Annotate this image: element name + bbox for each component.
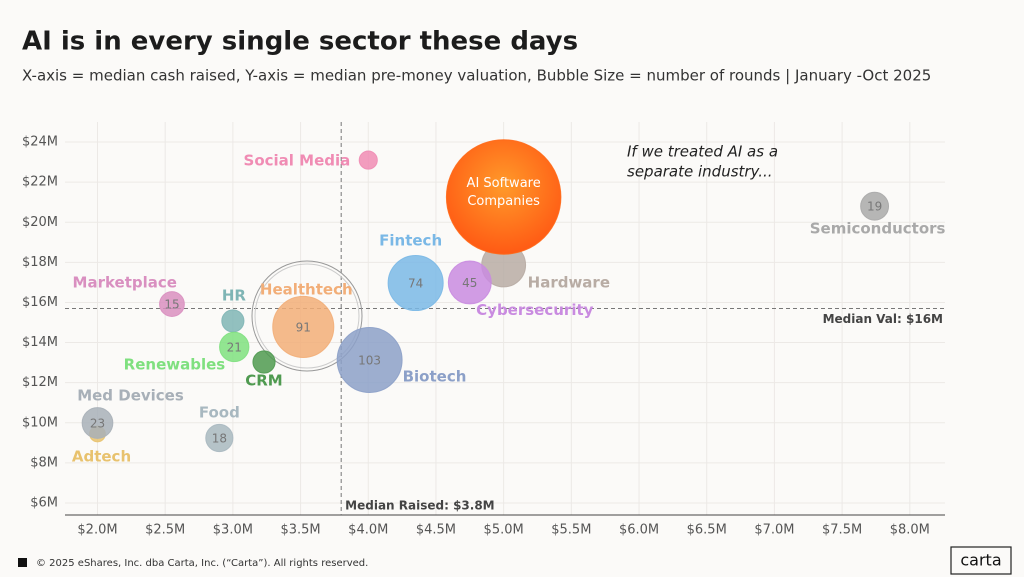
bubble-count: 74 bbox=[408, 277, 423, 291]
y-tick-label: $18M bbox=[22, 255, 58, 270]
bubble bbox=[219, 331, 250, 363]
bubble-label: CRM bbox=[245, 372, 283, 390]
bubble-label: Hardware bbox=[528, 273, 610, 291]
x-tick-label: $7.5M bbox=[822, 523, 862, 538]
x-tick-label: $6.0M bbox=[619, 523, 659, 538]
annotation: separate industry... bbox=[627, 163, 773, 181]
y-tick-label: $24M bbox=[22, 135, 58, 150]
bubble-label: AI Software Companies bbox=[466, 175, 541, 209]
title: AI is in every single sector these days bbox=[22, 27, 578, 57]
x-tick-label: $2.5M bbox=[145, 523, 185, 538]
logo: carta bbox=[960, 551, 1001, 570]
bubble-label: Adtech bbox=[72, 447, 131, 465]
subtitle: X-axis = median cash raised, Y-axis = me… bbox=[22, 67, 931, 85]
bubble bbox=[221, 309, 245, 333]
annotation: If we treated AI as a bbox=[627, 143, 778, 161]
ghost-outline bbox=[254, 263, 360, 369]
x-tick-label: $5.5M bbox=[551, 523, 591, 538]
bubbles: Social Media Hardware 19 Semiconductors 74 Fi… bbox=[72, 139, 946, 465]
bubble bbox=[336, 327, 403, 393]
bubble-label: Healthtech bbox=[260, 280, 353, 298]
y-tick-label: $14M bbox=[22, 335, 58, 350]
x-tick-label: $2.0M bbox=[77, 523, 117, 538]
footer: © 2025 eShares, Inc. dba Carta, Inc. (“C… bbox=[36, 558, 368, 569]
bubble-count: 23 bbox=[90, 416, 105, 430]
y-tick-label: $8M bbox=[30, 455, 58, 470]
bubble-count: 19 bbox=[867, 200, 882, 214]
y-tick-label: $12M bbox=[22, 375, 58, 390]
bubble-label: Cybersecurity bbox=[476, 301, 593, 319]
ghost-outline bbox=[251, 260, 363, 372]
x-tick-label: $6.5M bbox=[687, 523, 727, 538]
logo-box bbox=[950, 546, 1012, 575]
bubble-count: 91 bbox=[296, 320, 311, 334]
bubble bbox=[252, 350, 276, 374]
bubble-label: Med Devices bbox=[77, 386, 184, 404]
x-tick-label: $7.0M bbox=[754, 523, 794, 538]
bubble-count: 18 bbox=[212, 432, 227, 446]
bubble bbox=[447, 260, 492, 305]
bubble-label: Marketplace bbox=[73, 274, 177, 292]
y-tick-label: $22M bbox=[22, 175, 58, 190]
bubble-label: AI Software Companies bbox=[466, 175, 541, 209]
y-tick-label: $6M bbox=[30, 495, 58, 510]
bubble-count: 21 bbox=[227, 340, 242, 354]
bubble-count: 15 bbox=[164, 298, 179, 312]
bubble-label: Fintech bbox=[379, 232, 442, 250]
bubble-label: HR bbox=[222, 286, 247, 304]
bubble bbox=[272, 295, 335, 358]
x-tick-label: $3.0M bbox=[213, 523, 253, 538]
bubble-label: Semiconductors bbox=[810, 220, 946, 238]
x-tick-label: $5.0M bbox=[484, 523, 524, 538]
bubble-label: Food bbox=[199, 404, 240, 422]
x-tick-label: $8.0M bbox=[890, 523, 930, 538]
grid: $2.0M $2.5M $3.0M $3.5M $4.0M $4.5M $5.0M $5.5M… bbox=[22, 122, 945, 538]
footer-icon bbox=[18, 558, 27, 567]
bubble-label: Renewables bbox=[124, 355, 226, 373]
bubble bbox=[860, 191, 890, 221]
bubble-label: Social Media bbox=[244, 152, 351, 170]
bubble-count: 45 bbox=[462, 276, 477, 290]
bubble-count: 103 bbox=[358, 354, 381, 368]
bubble bbox=[445, 139, 562, 255]
median-label: Median Raised: $3.8M bbox=[345, 499, 494, 513]
y-tick-label: $16M bbox=[22, 295, 58, 310]
bubble-label: Biotech bbox=[403, 368, 467, 386]
x-tick-label: $4.0M bbox=[348, 523, 388, 538]
bubble bbox=[387, 254, 444, 312]
bubble bbox=[81, 407, 114, 439]
median-label: Median Val: $16M bbox=[823, 312, 943, 326]
y-tick-label: $20M bbox=[22, 215, 58, 230]
x-tick-label: $3.5M bbox=[280, 523, 320, 538]
bubble bbox=[205, 423, 234, 453]
x-tick-label: $4.5M bbox=[416, 523, 456, 538]
bubble bbox=[358, 150, 378, 170]
bubble bbox=[159, 291, 185, 317]
y-tick-label: $10M bbox=[22, 415, 58, 430]
